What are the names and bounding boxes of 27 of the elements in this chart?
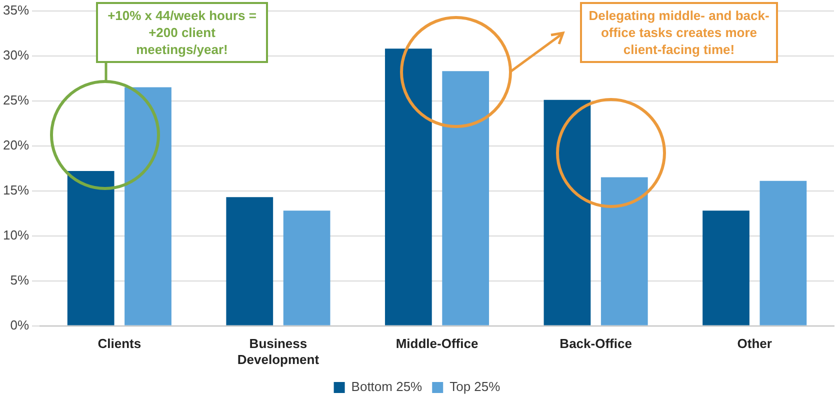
annotation: +10% x 44/week hours = +200 client meetings/year!	[96, 2, 268, 63]
legend-label: Top 25%	[450, 379, 501, 394]
x-tick-label: Back-Office	[560, 336, 632, 352]
y-tick-label: 15%	[2, 182, 30, 198]
bar	[384, 48, 432, 326]
x-tick-label: Business Development	[237, 336, 320, 367]
y-tick-label: 30%	[2, 47, 30, 62]
y-tick-label: 5%	[10, 272, 30, 288]
x-tick-label: Middle-Office	[396, 336, 478, 352]
annotation: Delegating middle- and back-office tasks creates more client-facing time!	[580, 2, 778, 63]
legend-label: Bottom 25%	[351, 379, 423, 394]
x-tick-label: Clients	[98, 336, 142, 352]
bar	[702, 210, 750, 326]
bar	[760, 180, 807, 326]
y-tick-label: 35%	[2, 2, 30, 18]
bar	[600, 177, 648, 326]
y-tick-label: 0%	[10, 317, 30, 332]
bar	[124, 87, 172, 326]
y-tick-label: 25%	[2, 92, 30, 108]
bar	[283, 210, 330, 326]
y-tick-label: 10%	[2, 227, 30, 242]
bar	[67, 171, 114, 326]
bar	[442, 71, 490, 326]
y-tick-label: 20%	[2, 137, 30, 152]
bar	[226, 197, 274, 326]
x-tick-label: Other	[737, 336, 772, 352]
bar	[544, 100, 591, 326]
